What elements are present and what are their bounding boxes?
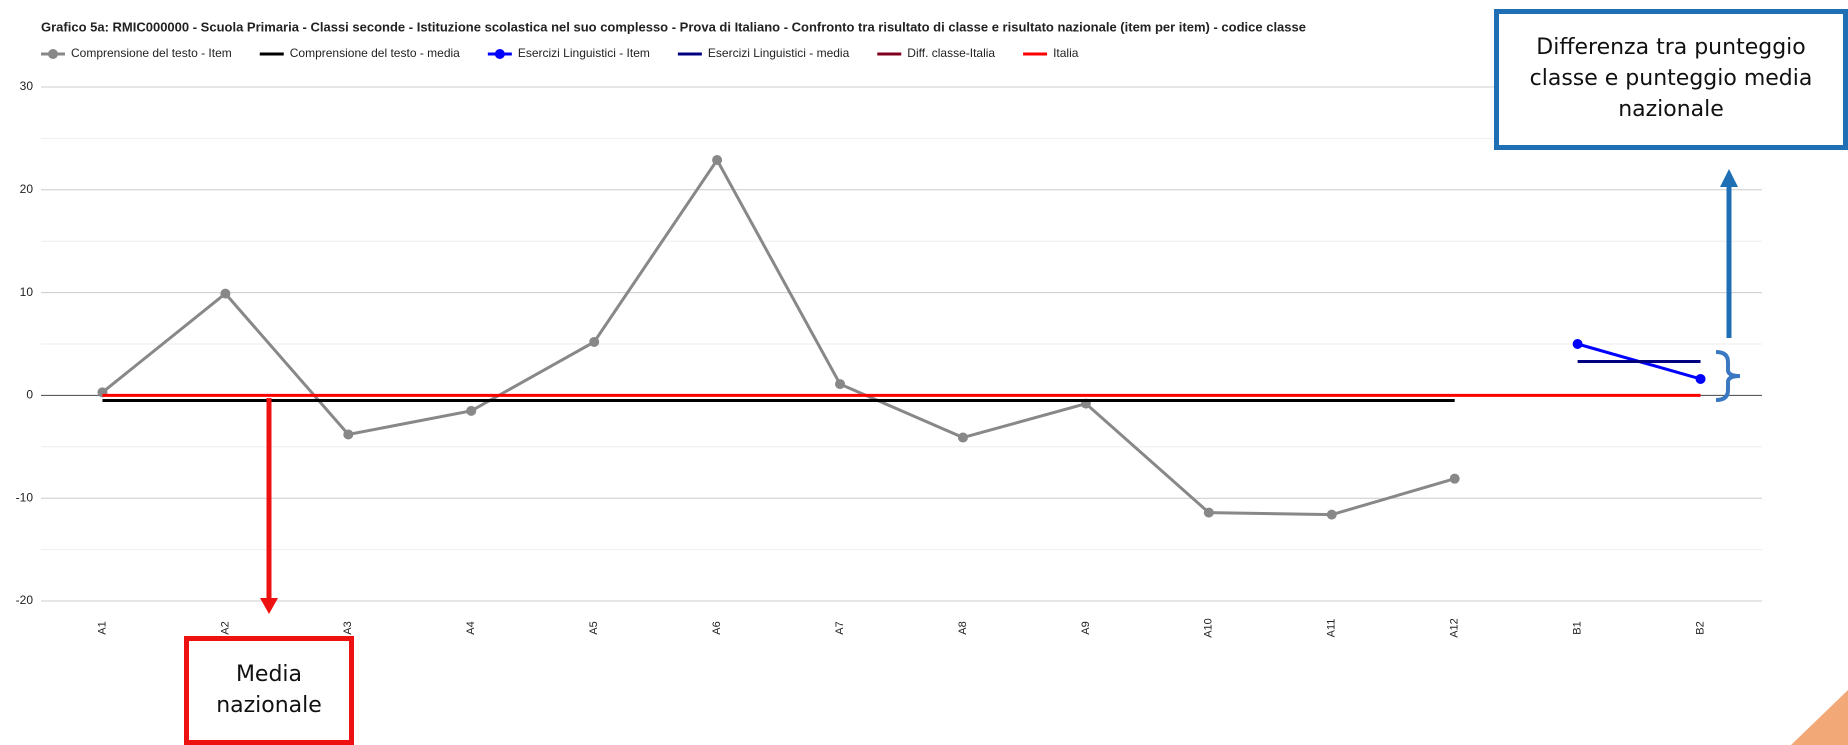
x-tick-label: A2 bbox=[219, 621, 231, 634]
legend-label: Diff. classe-Italia bbox=[907, 46, 995, 60]
y-tick-label: 20 bbox=[20, 182, 34, 196]
point bbox=[1449, 473, 1460, 484]
annotation-box: Media nazionale bbox=[184, 636, 354, 745]
x-tick-label: B2 bbox=[1694, 621, 1706, 634]
y-tick-label: 10 bbox=[20, 285, 34, 299]
legend-label: Italia bbox=[1053, 46, 1079, 60]
x-tick-label: B1 bbox=[1572, 621, 1584, 634]
legend-label: Esercizi Linguistici - media bbox=[708, 46, 850, 60]
corner-decoration bbox=[1791, 690, 1848, 745]
x-tick-label: A3 bbox=[342, 621, 354, 634]
point bbox=[466, 405, 477, 416]
x-tick-label: A5 bbox=[588, 621, 600, 634]
x-tick-label: A4 bbox=[465, 621, 477, 634]
point bbox=[220, 288, 231, 299]
legend-label: Comprensione del testo - media bbox=[290, 46, 460, 60]
point bbox=[1326, 509, 1337, 520]
point bbox=[1695, 373, 1706, 384]
point bbox=[589, 336, 600, 347]
x-tick-label: A10 bbox=[1203, 618, 1215, 638]
annotation-box: Differenza tra punteggio classe e punteg… bbox=[1494, 9, 1848, 150]
legend: Comprensione del testo - Item Comprension… bbox=[41, 46, 1079, 60]
point bbox=[957, 432, 968, 443]
y-tick-label: 0 bbox=[26, 388, 33, 402]
x-tick-label: A6 bbox=[711, 621, 723, 634]
point bbox=[1572, 339, 1583, 349]
chart-title: Grafico 5a: RMIC000000 - Scuola Primaria… bbox=[41, 19, 1306, 34]
legend-marker bbox=[48, 49, 58, 59]
y-tick-label: 30 bbox=[20, 79, 34, 93]
legend-label: Comprensione del testo - Item bbox=[71, 46, 232, 60]
x-tick-label: A9 bbox=[1080, 621, 1092, 634]
x-tick-label: A12 bbox=[1449, 618, 1461, 638]
legend-marker bbox=[494, 49, 505, 59]
y-tick-label: -20 bbox=[16, 593, 34, 607]
point bbox=[1203, 507, 1214, 518]
series-line bbox=[101, 157, 1456, 517]
x-tick-label: A8 bbox=[957, 621, 969, 634]
x-tick-label: A7 bbox=[834, 621, 846, 634]
x-tick-label: A11 bbox=[1326, 619, 1338, 638]
point bbox=[835, 379, 846, 390]
x-tick-label: A1 bbox=[96, 621, 108, 634]
legend-label: Esercizi Linguistici - Item bbox=[518, 46, 650, 60]
point bbox=[712, 154, 723, 165]
y-tick-label: -10 bbox=[16, 490, 34, 504]
point bbox=[343, 429, 354, 440]
